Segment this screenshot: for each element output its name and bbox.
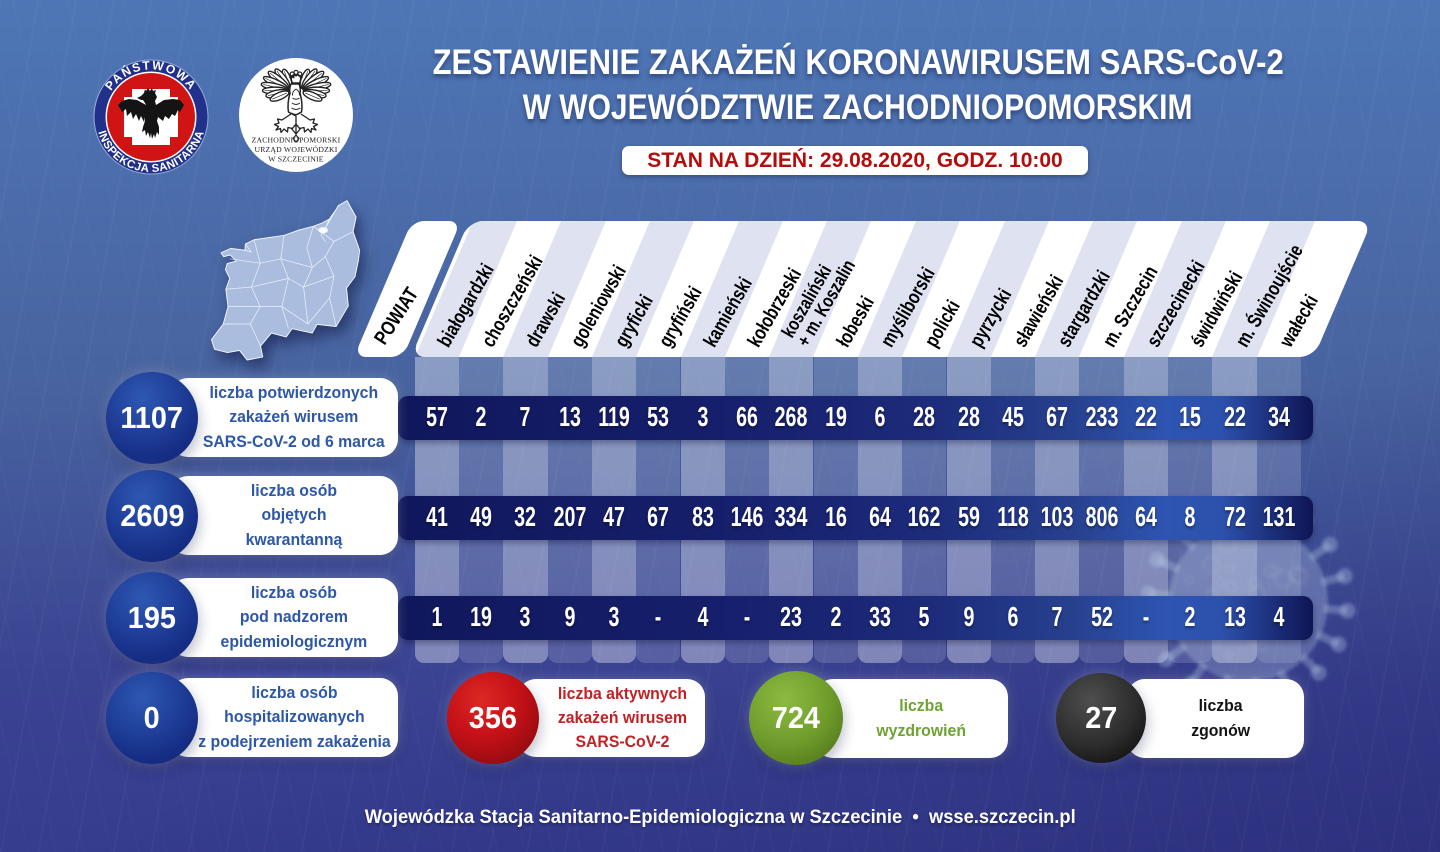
svg-text:W SZCZECINIE: W SZCZECINIE: [268, 155, 324, 164]
svg-text:ZACHODNIOPOMORSKI: ZACHODNIOPOMORSKI: [252, 136, 341, 145]
svg-text:URZĄD WOJEWÓDZKI: URZĄD WOJEWÓDZKI: [254, 144, 337, 154]
